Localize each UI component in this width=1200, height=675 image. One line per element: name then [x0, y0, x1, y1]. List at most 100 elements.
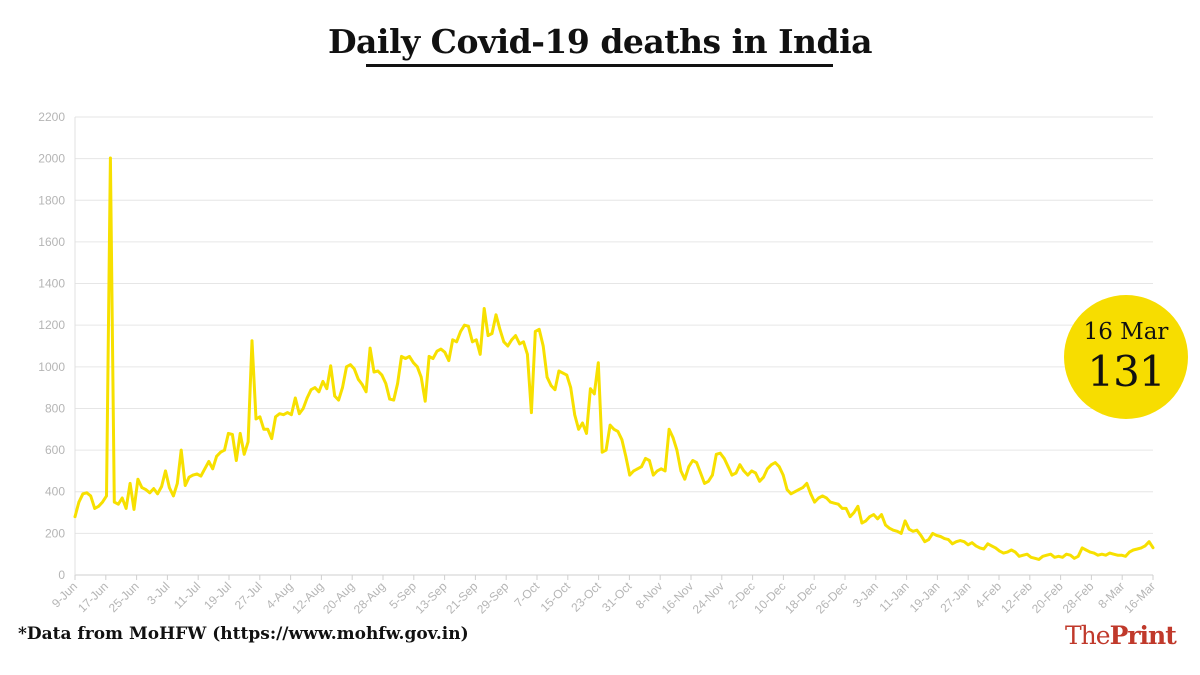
data-point — [679, 469, 683, 473]
data-point — [644, 457, 647, 460]
data-point — [703, 482, 706, 485]
x-tick-label: 19-Jul — [201, 579, 234, 612]
y-axis-ticks: 0 200 400 600 800 1000 1200 1400 1600 1800 2000 220… — [38, 110, 65, 582]
data-point — [431, 357, 435, 360]
data-point — [305, 396, 309, 400]
callout-value: 131 — [1087, 347, 1165, 396]
data-point — [986, 542, 990, 546]
data-point — [1132, 548, 1135, 552]
data-point — [294, 396, 297, 400]
data-point — [179, 448, 183, 452]
data-point — [577, 428, 580, 431]
data-point — [490, 332, 494, 335]
series-layer — [73, 156, 1155, 561]
data-point — [608, 423, 612, 427]
data-point — [616, 430, 620, 433]
data-point — [553, 388, 557, 392]
y-tick-label: 0 — [58, 568, 65, 582]
data-point — [1088, 550, 1092, 554]
series-line — [73, 156, 1155, 561]
x-tick-label: 11-Jul — [171, 579, 203, 611]
data-point — [998, 549, 1001, 553]
data-point — [1069, 553, 1072, 557]
data-point — [254, 417, 258, 421]
data-point — [762, 475, 765, 479]
data-point — [899, 532, 903, 535]
data-point — [274, 415, 277, 419]
data-point — [368, 346, 372, 350]
data-point — [1021, 553, 1025, 557]
data-point — [766, 467, 769, 471]
data-point — [412, 361, 415, 365]
data-point — [711, 473, 714, 477]
data-point — [1104, 553, 1108, 557]
data-point — [537, 328, 541, 331]
data-point — [809, 492, 812, 496]
data-point — [341, 386, 344, 389]
data-point — [966, 543, 970, 547]
data-point — [978, 546, 982, 550]
data-point — [1045, 553, 1049, 557]
data-point — [659, 467, 663, 471]
x-tick-label: 28-Aug — [351, 579, 388, 616]
data-point — [982, 547, 986, 551]
x-tick-label: 16-Mar — [1121, 579, 1158, 616]
data-point — [557, 369, 561, 373]
data-point — [624, 455, 628, 458]
data-point — [506, 344, 510, 348]
data-point — [1151, 546, 1155, 549]
data-point — [392, 398, 396, 402]
data-point — [833, 501, 836, 505]
data-point — [1139, 546, 1143, 550]
data-point — [817, 496, 820, 500]
data-point — [317, 390, 321, 394]
data-point — [848, 515, 852, 518]
data-point — [770, 463, 773, 467]
data-point — [781, 473, 785, 477]
data-point — [821, 494, 824, 498]
data-point — [919, 534, 923, 537]
data-point — [888, 526, 891, 530]
chart-title: Daily Covid-19 deaths in India — [327, 22, 873, 61]
data-point — [404, 357, 407, 360]
data-point — [569, 386, 572, 389]
data-point — [530, 411, 533, 414]
data-point — [522, 340, 525, 344]
data-point — [620, 438, 624, 442]
data-point — [514, 334, 517, 337]
data-point — [117, 502, 120, 506]
data-point — [565, 373, 569, 377]
data-point — [730, 473, 734, 477]
data-point — [376, 369, 380, 373]
data-point — [892, 528, 895, 532]
data-point — [970, 541, 974, 544]
data-point — [868, 515, 871, 518]
data-point — [1002, 551, 1005, 555]
data-point — [144, 488, 148, 491]
data-point — [242, 453, 246, 456]
data-point — [903, 519, 907, 523]
data-point — [1124, 555, 1127, 558]
data-point — [360, 383, 364, 386]
y-tick-label: 1400 — [38, 277, 65, 291]
data-point — [400, 355, 403, 358]
data-point — [250, 339, 254, 343]
data-point — [203, 467, 207, 471]
data-point — [156, 492, 159, 496]
data-point — [715, 453, 718, 456]
data-point — [939, 535, 942, 538]
data-point — [219, 450, 222, 454]
y-tick-label: 1800 — [38, 193, 65, 207]
data-point — [427, 355, 431, 358]
data-point — [797, 488, 801, 491]
data-point — [927, 538, 930, 541]
data-point — [124, 507, 128, 510]
data-point — [589, 387, 592, 391]
x-tick-label: 20-Aug — [320, 579, 357, 616]
data-point — [290, 413, 293, 417]
data-point — [396, 382, 399, 385]
data-point — [93, 507, 96, 510]
data-point — [738, 463, 742, 467]
data-point — [549, 384, 553, 387]
